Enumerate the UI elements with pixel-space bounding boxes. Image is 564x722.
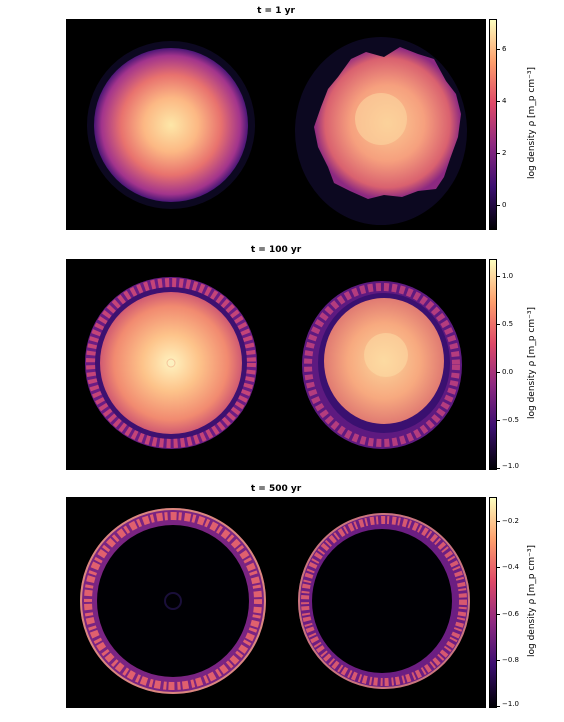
colorbar-tick <box>497 614 500 615</box>
colorbar-tick <box>497 372 500 373</box>
colorbar-tick-label: 2 <box>502 149 507 157</box>
colorbar-tick-label: 0.5 <box>502 320 514 328</box>
colorbar-tick-label: 4 <box>502 97 507 105</box>
colorbar-tick-label: −0.6 <box>502 610 519 618</box>
colorbar-tick-label: 0.0 <box>502 368 514 376</box>
density-map-panel <box>66 497 486 708</box>
colorbar-tick <box>497 706 500 707</box>
colorbar <box>489 259 497 470</box>
density-map-panel <box>66 19 486 230</box>
colorbar-tick <box>497 468 500 469</box>
colorbar-tick-label: 0 <box>502 201 507 209</box>
colorbar-tick <box>497 153 500 154</box>
colorbar-tick <box>497 49 500 50</box>
colorbar-tick <box>497 567 500 568</box>
colorbar-tick-label: −0.4 <box>502 563 519 571</box>
colorbar-tick <box>497 660 500 661</box>
colorbar-tick-label: −1.0 <box>502 462 519 470</box>
colorbar-tick-label: −0.8 <box>502 656 519 664</box>
colorbar-tick-label: −1.0 <box>502 700 519 708</box>
colorbar-tick <box>497 205 500 206</box>
colorbar-label: log density ρ [m_p cm⁻³] <box>527 67 537 179</box>
colorbar-tick <box>497 101 500 102</box>
density-map-panel <box>66 259 486 470</box>
panel-title: t = 1 yr <box>257 6 295 16</box>
panel-title: t = 500 yr <box>250 484 302 494</box>
colorbar-tick-label: −0.5 <box>502 416 519 424</box>
colorbar-tick <box>497 324 500 325</box>
panel-title: t = 100 yr <box>250 245 302 255</box>
colorbar-tick-label: 1.0 <box>502 272 514 280</box>
colorbar <box>489 19 497 230</box>
colorbar-tick <box>497 420 500 421</box>
colorbar-label: log density ρ [m_p cm⁻³] <box>527 307 537 419</box>
colorbar-tick-label: 6 <box>502 45 507 53</box>
colorbar-tick-label: −0.2 <box>502 517 519 525</box>
colorbar <box>489 497 497 708</box>
colorbar-label: log density ρ [m_p cm⁻³] <box>527 545 537 657</box>
colorbar-tick <box>497 521 500 522</box>
colorbar-tick <box>497 276 500 277</box>
